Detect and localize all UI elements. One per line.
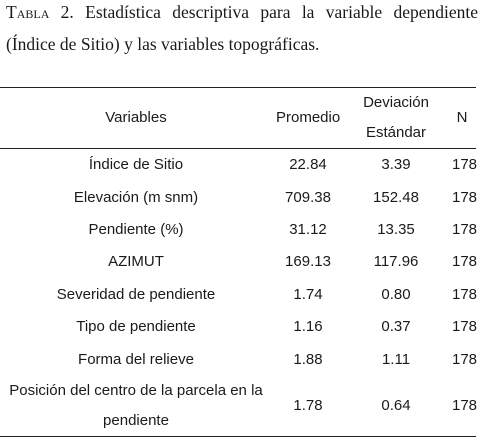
table-row: Pendiente (%) 31.12 13.35 178 (0, 214, 478, 246)
table-row: Tipo de pendiente 1.16 0.37 178 (0, 311, 478, 343)
table-cell: 0.64 (381, 396, 411, 414)
caption-text: Estadística descriptiva para la variable… (6, 2, 478, 54)
column-header: Promedio (276, 109, 341, 126)
table-cell: 178 (452, 188, 478, 206)
table-body: Índice de Sitio 22.84 3.39 178 Elevación (m … (0, 149, 478, 437)
table-cell: AZIMUT (108, 253, 164, 271)
table-cell: 3.39 (381, 156, 411, 174)
caption-label: Tabla 2. (6, 2, 74, 22)
table-row: Forma del relieve 1.88 1.11 178 (0, 343, 478, 375)
table-cell: Tipo de pendiente (76, 318, 196, 336)
table-cell: 709.38 (285, 188, 331, 206)
table-cell: 0.80 (381, 285, 411, 303)
table-cell: 1.74 (293, 285, 323, 303)
table-caption: Tabla 2. Estadística descriptiva para la… (6, 0, 478, 60)
table-cell: 178 (452, 318, 478, 336)
table-cell: 152.48 (373, 188, 419, 206)
table-cell: 178 (452, 156, 478, 174)
table-cell: Severidad de pendiente (56, 285, 216, 303)
table-row: Severidad de pendiente 1.74 0.80 178 (0, 279, 478, 311)
table-cell: 178 (452, 220, 478, 238)
table-row: Elevación (m snm) 709.38 152.48 178 (0, 181, 478, 213)
table-cell: 31.12 (289, 220, 327, 238)
table-cell: Elevación (m snm) (73, 188, 199, 206)
data-table: Variables Promedio Deviación Estándar N Índ… (0, 87, 478, 437)
table-cell: 0.37 (381, 318, 411, 336)
table-cell: 1.88 (293, 350, 323, 368)
table-row: AZIMUT 169.13 117.96 178 (0, 246, 478, 278)
table-cell: 178 (452, 253, 478, 271)
table-cell: Pendiente (%) (88, 220, 184, 238)
table-cell: 1.11 (381, 350, 411, 368)
header-row: Variables Promedio Deviación Estándar N (0, 87, 476, 149)
table-cell: 178 (452, 396, 478, 414)
table-cell: 13.35 (377, 220, 415, 238)
table-row: Índice de Sitio 22.84 3.39 178 (0, 149, 478, 182)
table-cell: 178 (452, 350, 478, 368)
table-cell: 117.96 (373, 253, 419, 271)
column-header: Variables (105, 109, 167, 126)
column-header: N (456, 109, 468, 126)
column-header: Deviación Estándar (363, 94, 429, 141)
table-head: Variables Promedio Deviación Estándar N (0, 87, 476, 149)
table-cell: Forma del relieve (78, 350, 194, 368)
table-row: Posición del centro de la parcela en la … (0, 376, 478, 437)
table-cell: 22.84 (289, 156, 327, 174)
table-cell: 1.16 (293, 318, 323, 336)
table-cell: Posición del centro de la parcela en la … (9, 381, 263, 429)
table-cell: Índice de Sitio (88, 156, 184, 174)
table-cell: 1.78 (293, 396, 323, 414)
table-cell: 178 (452, 285, 478, 303)
table-cell: 169.13 (285, 253, 331, 271)
